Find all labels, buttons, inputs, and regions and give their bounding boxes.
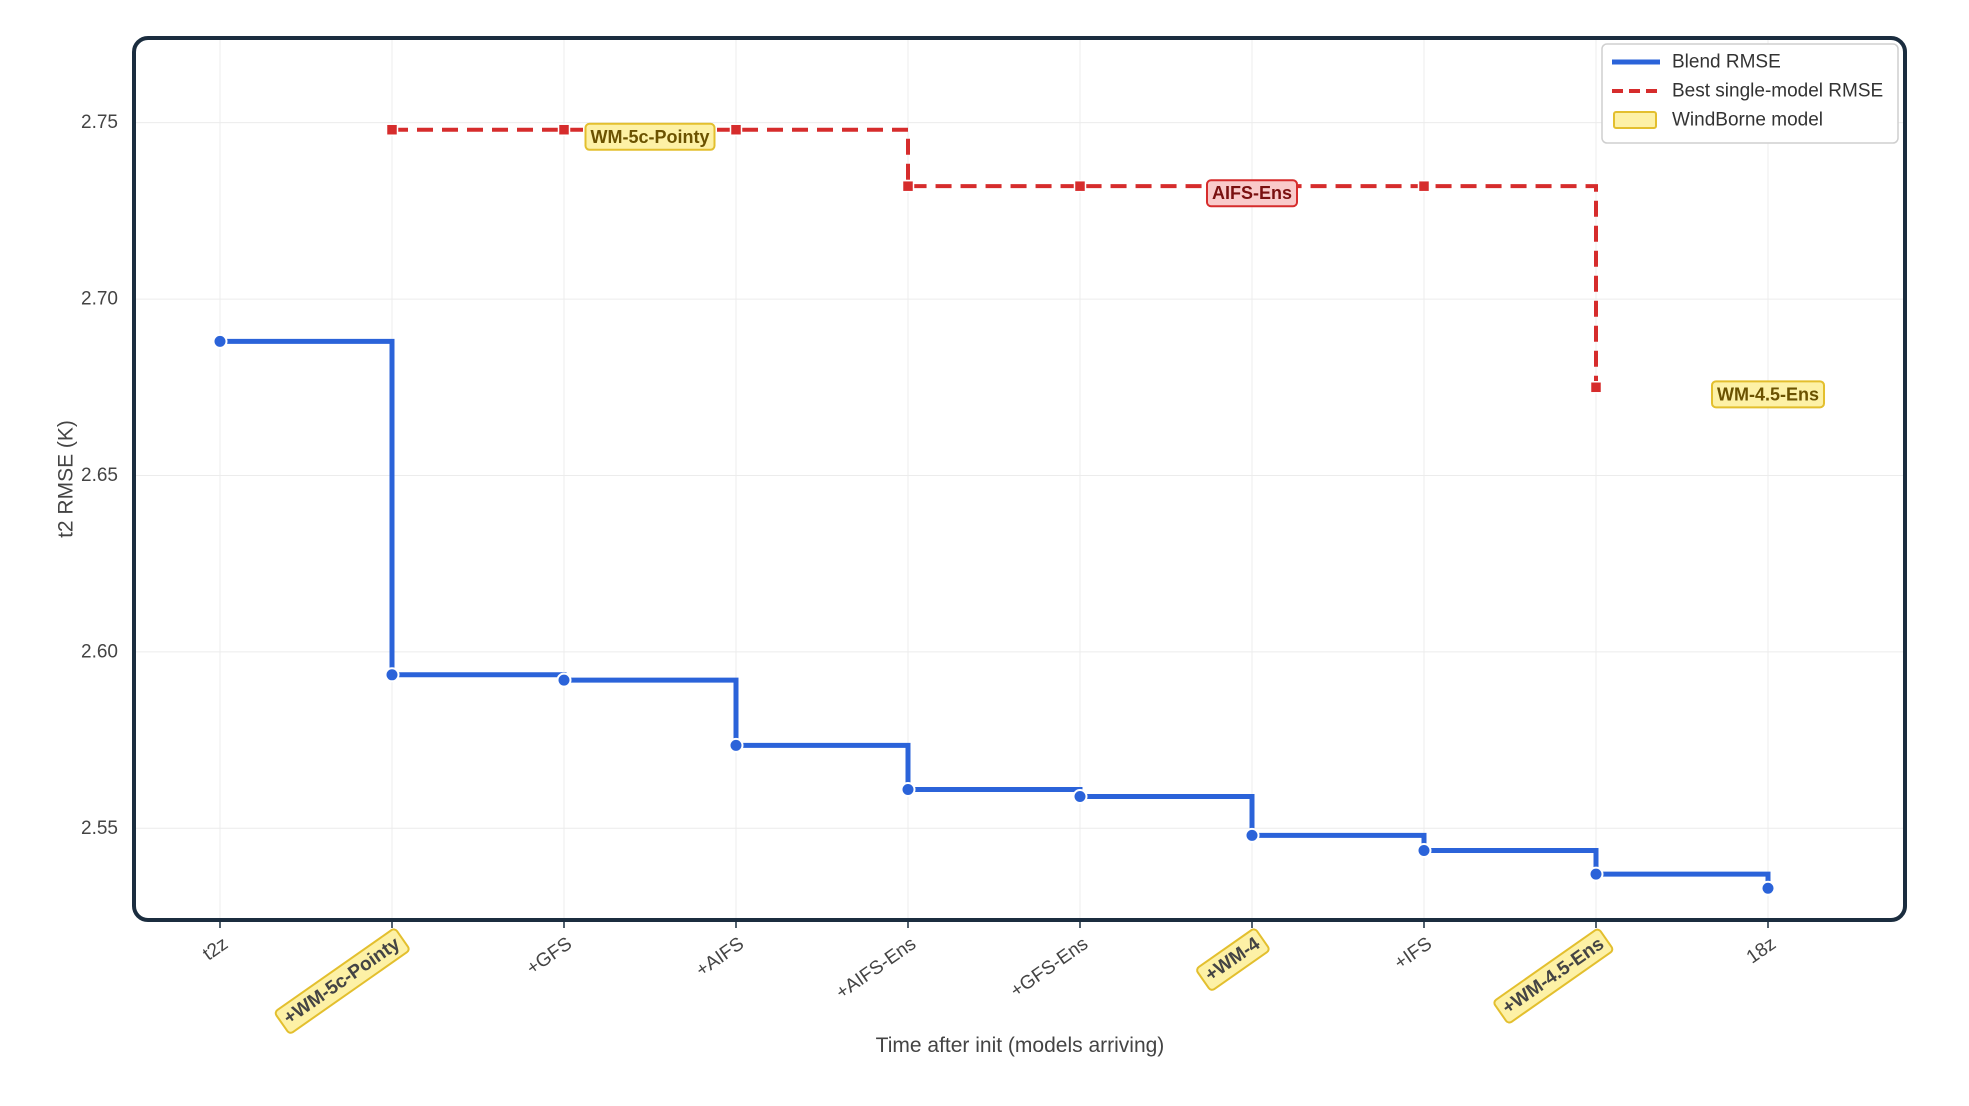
legend-windborne-swatch — [1613, 111, 1657, 129]
annotations: WM-5c-Pointy AIFS-Ens WM-4.5-Ens — [584, 122, 1826, 409]
blend-rmse-point — [384, 667, 400, 683]
blend-rmse-point — [1244, 827, 1260, 843]
x-tick-label: +GFS — [523, 933, 576, 979]
legend-blend-label: Blend RMSE — [1672, 52, 1781, 73]
best-single-model-point — [1417, 179, 1431, 193]
x-tick-aifs: +AIFS — [692, 933, 748, 981]
x-tick-highlight — [1493, 928, 1614, 1024]
x-tick-label: +AIFS — [692, 933, 748, 981]
blend-rmse-point — [1760, 880, 1776, 896]
blend-rmse-point — [900, 781, 916, 797]
y-axis-label: t2 RMSE (K) — [55, 420, 78, 538]
y-tick-label: 2.65 — [81, 465, 118, 486]
x-tick-label: 18z — [1743, 933, 1780, 968]
x-tick-gfs-ens: +GFS-Ens — [1007, 933, 1092, 1001]
annotation-aifs-ens: AIFS-Ens — [1205, 179, 1299, 208]
blend-rmse-point — [212, 333, 228, 349]
annotation-box — [1205, 179, 1299, 208]
blend-rmse-line — [220, 338, 1771, 889]
y-tick-label: 2.60 — [81, 641, 118, 662]
x-tick-gfs: +GFS — [523, 933, 576, 979]
blend-rmse-point — [1416, 842, 1432, 858]
annotation-wm-5c-pointy: WM-5c-Pointy — [584, 122, 716, 151]
x-tick-ifs: +IFS — [1391, 933, 1436, 974]
annotation-label: WM-5c-Pointy — [591, 127, 710, 147]
x-tick-label: +WM-5c-Pointy — [280, 933, 404, 1029]
annotation-label: WM-4.5-Ens — [1717, 384, 1819, 404]
x-tick-wm-4: +WM-4 — [1196, 928, 1270, 991]
legend-box — [1601, 43, 1899, 144]
x-tick-label: +IFS — [1391, 933, 1436, 974]
x-axis-label: Time after init (models arriving) — [876, 1034, 1165, 1057]
best-single-model-point — [1073, 179, 1087, 193]
annotation-label: AIFS-Ens — [1212, 183, 1292, 203]
best-single-model-series — [385, 123, 1603, 394]
blend-rmse-point — [556, 672, 572, 688]
x-tick-wm-4-5-ens: +WM-4.5-Ens — [1493, 928, 1614, 1024]
annotation-box — [584, 122, 716, 151]
blend-rmse-series — [212, 333, 1776, 896]
legend-best-label: Best single-model RMSE — [1672, 81, 1883, 102]
y-tick-label: 2.70 — [81, 289, 118, 310]
best-single-model-line — [392, 127, 1598, 388]
best-single-model-point — [557, 123, 571, 136]
best-single-model-point — [385, 123, 399, 136]
x-tick-label: +GFS-Ens — [1007, 933, 1092, 1001]
y-tick-label: 2.75 — [81, 112, 118, 133]
x-tick-highlight — [274, 928, 410, 1034]
x-tick-18z: 18z — [1743, 933, 1780, 968]
x-tick-t2z: t2z — [199, 933, 232, 965]
plot-frame — [132, 36, 1907, 922]
legend: Blend RMSE Best single-model RMSE WindBo… — [1601, 43, 1899, 144]
x-axis-ticks: t2z +WM-5c-Pointy +GFS +AIFS +AIFS-Ens +GFS-E… — [199, 920, 1780, 1034]
best-single-model-point — [1589, 381, 1603, 394]
x-tick-label: +AIFS-Ens — [832, 933, 920, 1003]
x-tick-label: +WM-4.5-Ens — [1499, 933, 1608, 1018]
blend-rmse-point — [1588, 866, 1604, 882]
annotation-wm-4-5-ens: WM-4.5-Ens — [1710, 380, 1826, 409]
x-tick-highlight — [1196, 928, 1270, 991]
legend-windborne-label: WindBorne model — [1672, 110, 1823, 131]
best-single-model-point — [901, 179, 915, 193]
x-tick-aifs-ens: +AIFS-Ens — [832, 933, 920, 1003]
best-single-model-point — [729, 123, 743, 136]
blend-rmse-point — [728, 737, 744, 753]
y-axis-ticks: 2.55 2.60 2.65 2.70 2.75 — [81, 112, 118, 839]
annotation-box — [1710, 380, 1826, 409]
y-tick-label: 2.55 — [81, 818, 118, 839]
x-tick-label: t2z — [199, 933, 232, 965]
x-tick-wm-5c-pointy: +WM-5c-Pointy — [274, 928, 410, 1034]
blend-rmse-point — [1072, 789, 1088, 805]
